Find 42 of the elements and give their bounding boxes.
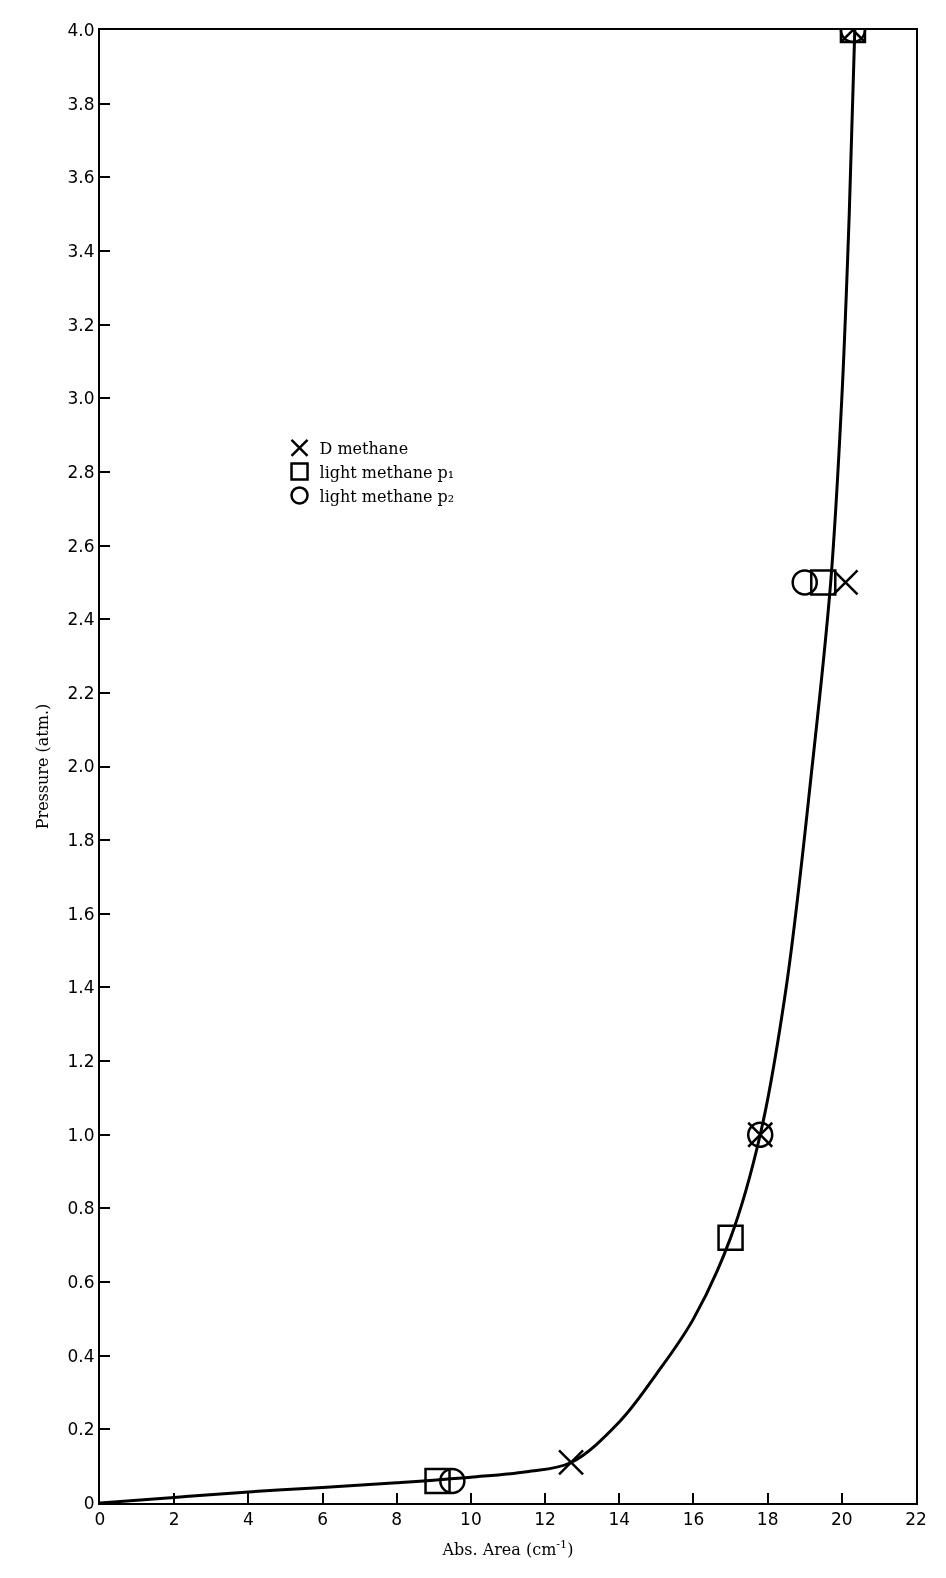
y-tick-label: 1.0	[67, 1124, 95, 1145]
y-tick-label: 1.4	[67, 977, 95, 998]
y-tick-label: 0	[83, 1492, 95, 1513]
point	[717, 1224, 744, 1252]
x-tick-label: 14	[608, 1509, 631, 1530]
y-axis-title: Pressure (atm.)	[32, 703, 52, 830]
x-axis-title: Abs. Area (cm$^{-1}$)	[441, 1537, 574, 1559]
x-tick-label: 22	[905, 1509, 927, 1530]
x-tick-label: 10	[460, 1509, 482, 1530]
point	[791, 569, 818, 596]
legend-label: light methane p₁	[319, 462, 455, 482]
y-tick-label: 3.6	[67, 167, 95, 188]
y-tick-label: 2.4	[67, 609, 95, 630]
y-tick-label: 0.2	[67, 1419, 95, 1440]
y-tick-label: 1.2	[67, 1051, 95, 1072]
point	[424, 1467, 451, 1495]
y-tick-label: 3.4	[67, 240, 95, 261]
y-tick-label: 2.6	[67, 535, 95, 556]
y-tick-label: 1.8	[67, 830, 95, 851]
y-tick-label: 0.6	[67, 1272, 95, 1292]
y-tick-label: 3.0	[67, 388, 95, 409]
legend-label: light methane p₂	[319, 486, 455, 506]
x-tick-label: 16	[682, 1509, 705, 1530]
y-tick-label: 2.2	[67, 682, 95, 703]
y-tick-label: 3.2	[67, 314, 95, 335]
y-tick-label: 3.8	[67, 93, 95, 114]
x-tick-label: 8	[391, 1509, 403, 1530]
y-tick-label: 4.0	[67, 19, 95, 40]
point	[810, 569, 837, 596]
x-tick-label: 2	[168, 1509, 180, 1530]
y-tick-label: 2.8	[67, 461, 95, 482]
y-tick-label: 0.4	[67, 1345, 95, 1366]
x-tick-label: 6	[317, 1509, 328, 1530]
y-tick-label: 0.8	[67, 1198, 95, 1219]
x-tick-label: 20	[831, 1509, 853, 1530]
x-tick-label: 4	[242, 1509, 254, 1530]
legend-label: D methane	[319, 439, 409, 459]
x-tick-label: 18	[756, 1509, 779, 1530]
y-tick-label: 2.0	[67, 756, 95, 777]
x-tick-label: 12	[534, 1509, 556, 1530]
y-tick-label: 1.6	[67, 903, 95, 924]
point	[439, 1467, 466, 1495]
